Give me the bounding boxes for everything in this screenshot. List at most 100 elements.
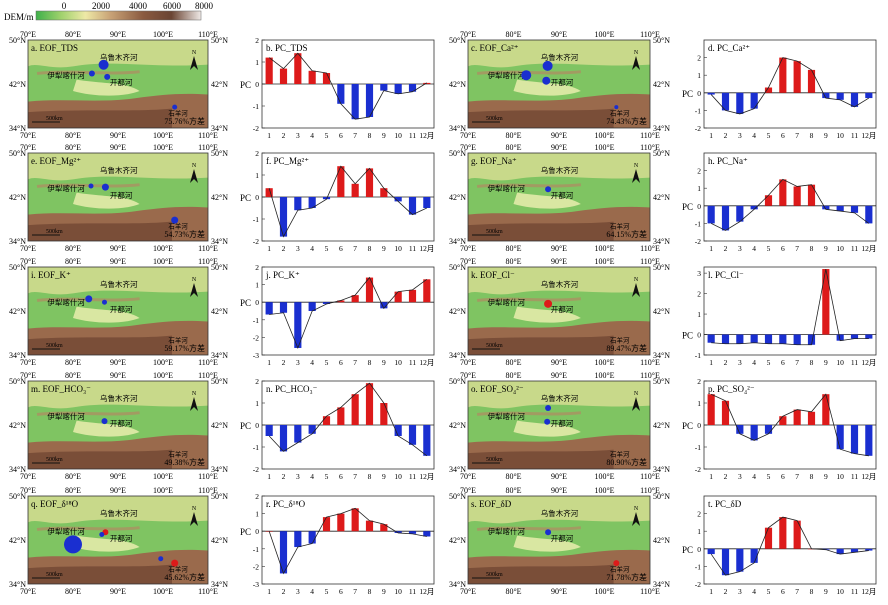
map-panel: 70°E 70°E 80°E 80°E 90°E 90°E 100°E 100°E 110°E 1…	[9, 257, 228, 367]
x-tick-label: 3	[296, 131, 300, 140]
pc-bar	[380, 188, 388, 197]
pc-bar	[793, 409, 801, 425]
pc-bar	[779, 517, 787, 549]
river-label-shiyang: 石羊河	[610, 564, 630, 573]
map-title: c. EOF_Ca²⁺	[471, 43, 519, 53]
y-tick-label: -2	[253, 237, 259, 246]
lon-label-top: 90°E	[110, 486, 126, 495]
pc-bar	[865, 205, 873, 224]
lat-label-right: 50°N	[653, 492, 670, 501]
pc-bar	[265, 302, 273, 315]
lat-label-left: 42°N	[449, 536, 466, 545]
lon-label-bottom: 70°E	[460, 472, 476, 481]
pc-bar	[337, 513, 345, 532]
river-label-yili: 伊犁喀什河	[488, 526, 526, 536]
lat-label-right: 34°N	[653, 351, 670, 360]
y-tick-label: 0	[255, 193, 259, 202]
scale-label: 500km	[46, 343, 63, 349]
pc-bar	[294, 302, 302, 348]
map-panel: 70°E 70°E 80°E 80°E 90°E 90°E 100°E 100°E 110°E 1…	[9, 371, 228, 481]
pc-bar	[365, 168, 374, 197]
pc-bar	[865, 548, 873, 551]
north-arrow-icon	[632, 283, 640, 297]
lat-label-right: 42°N	[211, 536, 228, 545]
north-arrow-icon	[632, 169, 640, 183]
lon-label-bottom: 90°E	[551, 131, 567, 140]
chart-title: l. PC_Cl⁻	[708, 270, 744, 280]
lon-label-top: 70°E	[460, 30, 476, 39]
tianshan-range	[476, 70, 582, 75]
x-tick-label: 12月	[861, 587, 876, 596]
lat-label-right: 50°N	[211, 263, 228, 272]
lat-label-right: 34°N	[653, 465, 670, 474]
y-tick-label: 0	[697, 545, 701, 554]
northern-plateau	[28, 153, 208, 181]
station-dot	[613, 560, 620, 567]
lat-label-right: 50°N	[211, 492, 228, 501]
pc-bar	[294, 531, 302, 548]
lat-label-left: 50°N	[9, 36, 26, 45]
map-frame	[27, 266, 209, 356]
y-tick-label: -1	[253, 102, 259, 111]
pc-bar	[308, 425, 316, 434]
y-tick-label: -2	[253, 333, 259, 342]
station-dot	[545, 529, 552, 536]
pc-bar	[822, 205, 830, 210]
lon-label-top: 110°E	[198, 143, 218, 152]
tarim-basin	[73, 420, 140, 437]
lon-label-bottom: 70°E	[20, 358, 36, 367]
pc-bar	[836, 334, 844, 341]
x-tick-label: 1	[267, 358, 271, 367]
chart-frame	[703, 495, 877, 585]
y-tick-label: -2	[695, 465, 701, 474]
y-axis-label: PC	[682, 331, 693, 341]
x-tick-label: 11	[409, 358, 416, 367]
lat-label-left: 34°N	[9, 580, 26, 589]
y-tick-label: 0	[697, 421, 701, 430]
lon-label-bottom: 70°E	[460, 244, 476, 253]
x-tick-label: 10	[394, 472, 402, 481]
lon-label-bottom: 90°E	[551, 587, 567, 596]
variance-label: 75.76%方差	[164, 116, 205, 126]
y-tick-label: -1	[695, 106, 701, 115]
tarim-basin	[73, 192, 140, 209]
lon-label-top: 90°E	[110, 30, 126, 39]
north-arrow-icon	[632, 56, 640, 70]
x-tick-label: 1	[267, 244, 271, 253]
x-tick-label: 7	[353, 131, 357, 140]
lat-label-left: 50°N	[449, 377, 466, 386]
lon-label-bottom: 80°E	[65, 244, 81, 253]
x-tick-label: 5	[325, 131, 329, 140]
lat-label-right: 42°N	[653, 193, 670, 202]
river-label-yili: 伊犁喀什河	[488, 183, 526, 193]
y-tick-label: 2	[697, 54, 701, 63]
lon-label-bottom: 110°E	[198, 472, 218, 481]
station-dot	[101, 418, 108, 425]
x-tick-label: 1	[709, 587, 713, 596]
pc-bar	[337, 407, 345, 425]
x-tick-label: 4	[752, 131, 756, 140]
x-tick-label: 11	[409, 131, 416, 140]
lon-label-bottom: 100°E	[153, 472, 173, 481]
y-tick-label: -2	[695, 237, 701, 246]
tianshan-range	[476, 411, 582, 416]
chart-frame	[261, 495, 435, 585]
lat-label-right: 50°N	[653, 377, 670, 386]
lon-label-bottom: 110°E	[198, 244, 218, 253]
river-label-yili: 伊犁喀什河	[47, 183, 85, 193]
dem-tick-4: 8000	[195, 1, 214, 11]
pc-bar	[850, 548, 859, 553]
x-tick-label: 7	[353, 358, 357, 367]
pc-bar	[380, 403, 388, 425]
pc-bar	[836, 205, 844, 212]
chart-frame	[703, 39, 877, 129]
y-axis-label: PC	[682, 89, 693, 99]
pc-bar	[807, 69, 816, 93]
x-tick-label: 2	[282, 358, 286, 367]
x-tick-label: 2	[724, 587, 728, 596]
river-label-yili: 伊犁喀什河	[488, 70, 526, 80]
pc-bar	[408, 425, 417, 445]
y-tick-label: -2	[253, 465, 259, 474]
pc-bar	[736, 92, 744, 114]
lon-label-top: 80°E	[505, 257, 521, 266]
